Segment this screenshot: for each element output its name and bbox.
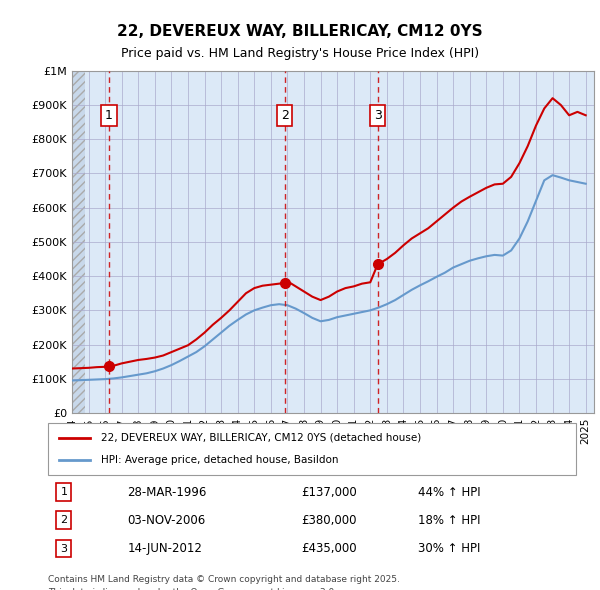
Text: 03-NOV-2006: 03-NOV-2006 xyxy=(127,514,205,527)
Text: 22, DEVEREUX WAY, BILLERICAY, CM12 0YS: 22, DEVEREUX WAY, BILLERICAY, CM12 0YS xyxy=(117,24,483,38)
Text: 14-JUN-2012: 14-JUN-2012 xyxy=(127,542,202,555)
Text: 44% ↑ HPI: 44% ↑ HPI xyxy=(418,486,480,499)
Text: HPI: Average price, detached house, Basildon: HPI: Average price, detached house, Basi… xyxy=(101,455,338,466)
Text: Contains HM Land Registry data © Crown copyright and database right 2025.
This d: Contains HM Land Registry data © Crown c… xyxy=(48,575,400,590)
Text: 2: 2 xyxy=(281,109,289,122)
Text: £435,000: £435,000 xyxy=(301,542,357,555)
Text: 22, DEVEREUX WAY, BILLERICAY, CM12 0YS (detached house): 22, DEVEREUX WAY, BILLERICAY, CM12 0YS (… xyxy=(101,432,421,442)
Text: £137,000: £137,000 xyxy=(301,486,357,499)
Text: 3: 3 xyxy=(61,543,67,553)
Bar xyxy=(72,71,85,413)
Text: 18% ↑ HPI: 18% ↑ HPI xyxy=(418,514,480,527)
Text: 28-MAR-1996: 28-MAR-1996 xyxy=(127,486,206,499)
Text: £380,000: £380,000 xyxy=(301,514,357,527)
Text: Price paid vs. HM Land Registry's House Price Index (HPI): Price paid vs. HM Land Registry's House … xyxy=(121,47,479,60)
FancyBboxPatch shape xyxy=(48,423,576,475)
Text: 1: 1 xyxy=(105,109,113,122)
Text: 2: 2 xyxy=(60,515,67,525)
Text: 3: 3 xyxy=(374,109,382,122)
Text: 1: 1 xyxy=(61,487,67,497)
Text: 30% ↑ HPI: 30% ↑ HPI xyxy=(418,542,480,555)
